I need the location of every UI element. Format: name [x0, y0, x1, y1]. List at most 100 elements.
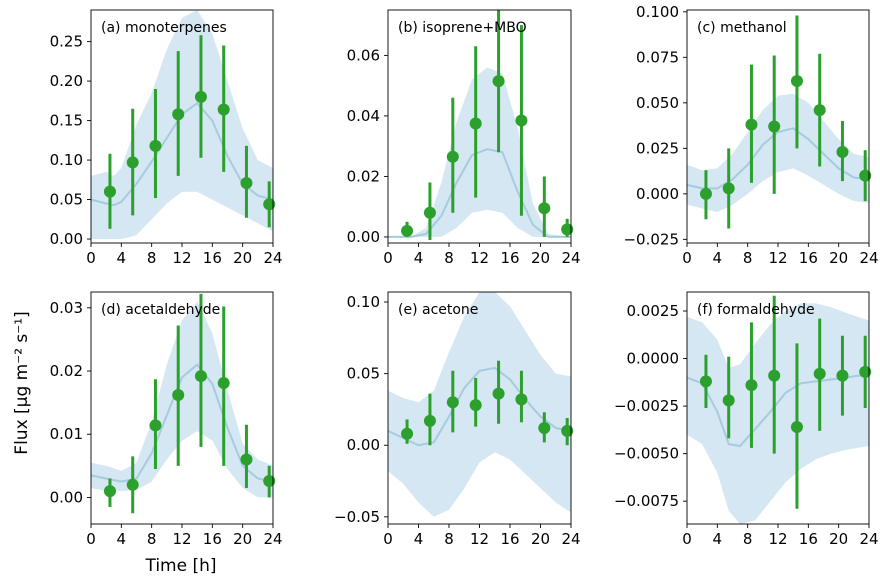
- data-point: [103, 485, 116, 498]
- x-tick-label: 12: [470, 530, 489, 548]
- panel-title: (d) acetaldehyde: [101, 302, 220, 318]
- x-tick-label: 0: [383, 249, 393, 267]
- x-tick-label: 4: [713, 249, 723, 267]
- y-tick-label: 0.05: [50, 191, 83, 209]
- data-point: [469, 399, 482, 412]
- data-point: [194, 90, 207, 103]
- y-tick-label: 0.025: [636, 139, 679, 157]
- x-tick-label: 16: [500, 530, 519, 548]
- panel-title: (f) formaldehyde: [697, 302, 815, 318]
- data-point: [790, 421, 803, 434]
- x-tick-label: 0: [383, 530, 393, 548]
- y-tick-label: 0.10: [50, 151, 83, 169]
- data-point: [423, 206, 436, 219]
- x-tick-label: 24: [561, 530, 580, 548]
- y-tick-label: −0.0025: [614, 397, 679, 415]
- data-point: [745, 379, 758, 392]
- data-point: [699, 375, 712, 388]
- data-point: [240, 176, 253, 189]
- y-tick-label: 0.075: [636, 48, 679, 66]
- data-point: [172, 389, 185, 402]
- data-point: [561, 223, 574, 236]
- data-point: [401, 224, 414, 237]
- data-point: [446, 150, 459, 163]
- x-tick-label: 16: [203, 530, 222, 548]
- data-point: [217, 103, 230, 116]
- x-tick-label: 24: [561, 249, 580, 267]
- data-point: [859, 169, 872, 182]
- panels: 0 4 8 12 16 20 24 0.00 0.05 0.10 0.15 0.20 0.25 (a) m…: [50, 3, 879, 548]
- y-axis-label: Flux [μg m⁻² s⁻¹]: [12, 311, 32, 454]
- x-tick-label: 16: [799, 530, 818, 548]
- panel-title: (c) methanol: [697, 20, 787, 36]
- x-tick-label: 0: [682, 249, 692, 267]
- model-line: [388, 148, 571, 238]
- data-point: [401, 427, 414, 440]
- x-tick-label: 12: [768, 530, 787, 548]
- data-point: [217, 377, 230, 390]
- data-point: [538, 202, 551, 215]
- y-tick-label: −0.0050: [614, 445, 679, 463]
- x-tick-label: 20: [531, 249, 550, 267]
- data-point: [790, 74, 803, 87]
- data-point: [423, 414, 436, 427]
- model-line: [687, 127, 869, 190]
- data-point: [699, 187, 712, 200]
- data-point: [515, 393, 528, 406]
- x-tick-label: 8: [743, 530, 753, 548]
- x-tick-label: 24: [263, 249, 282, 267]
- model-band: [91, 10, 273, 240]
- y-tick-label: 0.25: [50, 33, 83, 51]
- x-tick-label: 8: [147, 530, 157, 548]
- data-point: [492, 75, 505, 88]
- x-tick-label: 4: [117, 249, 127, 267]
- x-tick-label: 20: [829, 249, 848, 267]
- y-tick-label: 0.10: [347, 293, 380, 311]
- data-point: [446, 396, 459, 409]
- y-tick-label: 0.00: [50, 488, 83, 506]
- y-tick-label: 0.02: [347, 167, 380, 185]
- panel-4: 0 4 8 12 16 20 24 −0.05 0.00 0.05 0.10 (e) acetone: [334, 291, 581, 548]
- y-tick-label: 0.050: [636, 94, 679, 112]
- data-point: [768, 369, 781, 382]
- x-tick-label: 20: [233, 249, 252, 267]
- y-tick-label: 0.06: [347, 46, 380, 64]
- x-tick-label: 12: [768, 249, 787, 267]
- data-point: [126, 478, 139, 491]
- x-tick-label: 4: [414, 530, 424, 548]
- panel-0: 0 4 8 12 16 20 24 0.00 0.05 0.10 0.15 0.20 0.25 (a) m…: [50, 9, 283, 267]
- data-point: [240, 453, 253, 466]
- y-tick-label: 0.00: [347, 436, 380, 454]
- panel-title: (e) acetone: [398, 302, 478, 318]
- x-tick-label: 0: [86, 530, 96, 548]
- data-point: [768, 120, 781, 133]
- x-tick-label: 24: [263, 530, 282, 548]
- x-tick-label: 0: [682, 530, 692, 548]
- x-tick-label: 8: [444, 249, 454, 267]
- panel-title: (b) isoprene+MBO: [398, 20, 527, 36]
- data-point: [263, 475, 276, 488]
- x-tick-label: 16: [500, 249, 519, 267]
- panel-title: (a) monoterpenes: [101, 20, 227, 36]
- y-tick-label: 0.100: [636, 3, 679, 21]
- data-point: [492, 387, 505, 400]
- y-tick-label: −0.05: [334, 508, 380, 526]
- data-point: [515, 114, 528, 127]
- panel-2: 0 4 8 12 16 20 24 −0.025 0.000 0.025 0.050 0.075 0.1…: [623, 3, 878, 267]
- y-tick-label: 0.01: [50, 425, 83, 443]
- y-tick-label: 0.00: [347, 228, 380, 246]
- x-tick-label: 8: [444, 530, 454, 548]
- x-tick-label: 20: [829, 530, 848, 548]
- data-point: [722, 182, 735, 195]
- data-point: [813, 367, 826, 380]
- model-line: [91, 363, 273, 483]
- y-tick-label: −0.0075: [614, 492, 679, 510]
- data-point: [172, 108, 185, 121]
- panel-3: 0 4 8 12 16 20 24 0.00 0.01 0.02 0.03 (d) acetaldeh…: [50, 291, 283, 548]
- data-point: [859, 365, 872, 378]
- x-tick-label: 24: [859, 530, 878, 548]
- model-band: [687, 93, 869, 213]
- y-tick-label: 0.04: [347, 107, 380, 125]
- panel-1: 0 4 8 12 16 20 24 0.00 0.02 0.04 0.06 (b) isoprene+…: [347, 9, 581, 267]
- panel-5: 0 4 8 12 16 20 24 −0.0075 −0.0050 −0.0025 0.0000 0.…: [614, 291, 879, 548]
